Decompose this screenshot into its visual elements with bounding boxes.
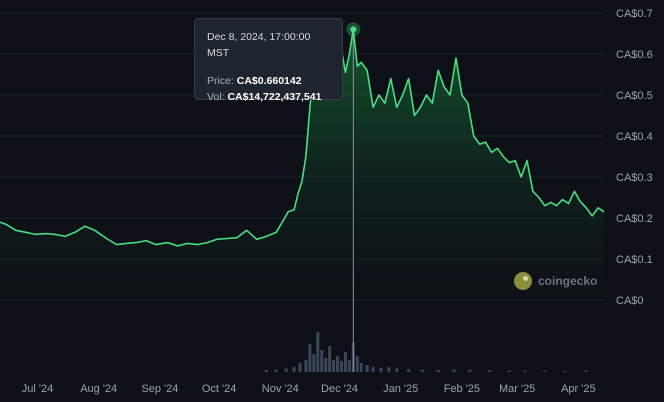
volume-bar — [347, 360, 351, 372]
highlight-point — [350, 26, 357, 33]
y-tick-label: CA$0.3 — [616, 172, 653, 184]
price-tooltip: Dec 8, 2024, 17:00:00 MST Price: CA$0.66… — [194, 18, 343, 103]
volume-bar — [507, 370, 511, 372]
volume-bar — [304, 360, 308, 372]
volume-bar — [452, 369, 456, 372]
volume-bar — [379, 368, 383, 372]
x-tick-label: Dec '24 — [321, 383, 358, 395]
volume-bar — [284, 368, 288, 372]
price-line — [0, 28, 605, 247]
volume-bar — [324, 358, 328, 372]
volume-bar — [563, 371, 567, 372]
volume-bar — [264, 370, 268, 372]
tooltip-vol-row: Vol: CA$14,722,437,541 — [207, 89, 330, 105]
volume-bar — [395, 368, 399, 372]
x-tick-label: Jan '25 — [383, 383, 418, 395]
volume-bar — [343, 352, 347, 372]
volume-bars — [264, 332, 588, 372]
price-area — [0, 29, 604, 301]
y-tick-label: CA$0.1 — [616, 254, 653, 266]
volume-bar — [308, 344, 312, 372]
volume-bar — [365, 365, 369, 372]
x-tick-label: Sep '24 — [141, 383, 178, 395]
volume-bar — [488, 370, 492, 372]
tooltip-date: Dec 8, 2024, 17:00:00 MST — [207, 31, 311, 59]
watermark-text: coingecko — [538, 274, 598, 288]
y-tick-label: CA$0.5 — [616, 90, 653, 102]
volume-bar — [387, 367, 391, 372]
coingecko-watermark: coingecko — [514, 272, 597, 290]
volume-bar — [359, 363, 363, 372]
y-tick-label: CA$0.4 — [616, 131, 653, 143]
volume-bar — [468, 369, 472, 372]
volume-bar — [328, 346, 332, 372]
x-tick-label: Oct '24 — [202, 383, 237, 395]
y-tick-label: CA$0.7 — [616, 8, 653, 20]
x-tick-label: Jul '24 — [22, 383, 53, 395]
gecko-logo-icon — [514, 272, 532, 290]
volume-bar — [316, 332, 320, 372]
volume-bar — [298, 363, 302, 372]
tooltip-price-row: Price: CA$0.660142 — [207, 73, 330, 89]
volume-bar — [420, 369, 424, 372]
y-axis-labels: CA$0.7 CA$0.6 CA$0.5 CA$0.4 CA$0.3 CA$0.2 CA$0… — [616, 8, 653, 307]
volume-bar — [407, 369, 411, 372]
volume-bar — [584, 370, 588, 372]
x-tick-label: Nov '24 — [262, 383, 299, 395]
y-tick-label: CA$0.2 — [616, 213, 653, 225]
volume-bar — [320, 350, 324, 372]
x-tick-label: Apr '25 — [561, 383, 596, 395]
volume-bar — [332, 360, 336, 372]
volume-bar — [355, 356, 359, 372]
volume-bar — [292, 367, 296, 372]
tooltip-price-value: CA$0.660142 — [236, 75, 302, 87]
volume-bar — [543, 370, 547, 372]
volume-bar — [336, 356, 340, 372]
volume-bar — [274, 369, 278, 372]
volume-bar — [523, 370, 527, 372]
x-axis-labels: Jul '24 Aug '24 Sep '24 Oct '24 Nov '24 Dec '… — [22, 383, 596, 395]
x-tick-label: Mar '25 — [499, 383, 535, 395]
y-tick-label: CA$0 — [616, 295, 644, 307]
volume-bar — [312, 354, 316, 372]
volume-bar — [339, 361, 343, 372]
y-tick-label: CA$0.6 — [616, 49, 653, 61]
volume-bar — [371, 367, 375, 372]
tooltip-price-label: Price: — [207, 75, 234, 87]
x-tick-label: Feb '25 — [444, 383, 480, 395]
tooltip-vol-label: Vol: — [207, 91, 225, 103]
volume-bar — [436, 370, 440, 372]
x-tick-label: Aug '24 — [80, 383, 117, 395]
tooltip-vol-value: CA$14,722,437,541 — [227, 91, 322, 103]
